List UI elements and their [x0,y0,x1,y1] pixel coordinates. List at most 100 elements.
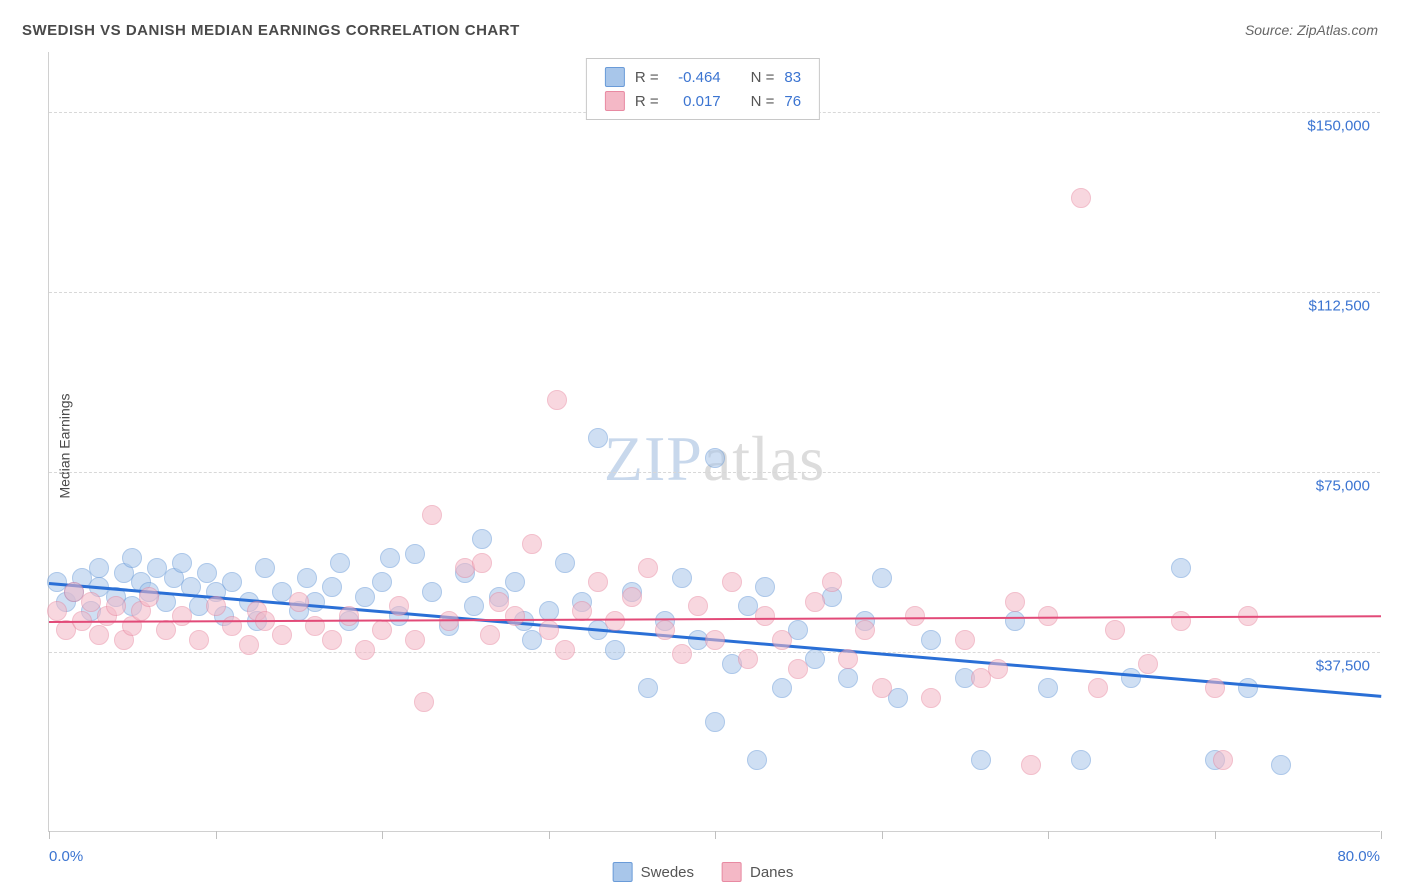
legend-swatch [605,67,625,87]
chart-title: SWEDISH VS DANISH MEDIAN EARNINGS CORREL… [22,22,520,39]
legend-label: Danes [750,864,793,881]
data-point [838,668,858,688]
data-point [672,568,692,588]
data-point [605,640,625,660]
y-tick-label: $112,500 [1309,298,1370,315]
data-point [855,620,875,640]
data-point [547,390,567,410]
data-point [955,630,975,650]
data-point [47,601,67,621]
data-point [522,534,542,554]
stat-legend-row: R = 0.017 N = 76 [605,89,801,113]
data-point [838,649,858,669]
data-point [472,529,492,549]
stat-legend-row: R = -0.464 N = 83 [605,65,801,89]
data-point [380,548,400,568]
data-point [172,606,192,626]
data-point [389,596,409,616]
r-value: 0.017 [669,93,721,110]
n-value: 83 [784,69,801,86]
data-point [672,644,692,664]
data-point [106,596,126,616]
data-point [189,630,209,650]
data-point [1071,750,1091,770]
x-tick [882,831,883,839]
data-point [122,548,142,568]
data-point [1271,755,1291,775]
x-min-label: 0.0% [49,848,83,865]
data-point [988,659,1008,679]
data-point [921,688,941,708]
x-tick [1215,831,1216,839]
source-credit: Source: ZipAtlas.com [1245,22,1378,38]
data-point [355,640,375,660]
data-point [738,649,758,669]
data-point [81,592,101,612]
data-point [330,553,350,573]
data-point [638,678,658,698]
data-point [472,553,492,573]
gridline [49,472,1380,473]
data-point [1213,750,1233,770]
data-point [222,572,242,592]
data-point [588,572,608,592]
r-label: R = [635,93,659,110]
data-point [414,692,434,712]
y-tick-label: $150,000 [1307,118,1370,135]
data-point [355,587,375,607]
data-point [688,596,708,616]
data-point [772,678,792,698]
data-point [297,568,317,588]
data-point [1038,678,1058,698]
data-point [722,572,742,592]
data-point [322,577,342,597]
data-point [89,625,109,645]
data-point [272,625,292,645]
legend-swatch [722,862,742,882]
y-tick-label: $37,500 [1316,658,1370,675]
data-point [505,572,525,592]
data-point [197,563,217,583]
data-point [747,750,767,770]
r-label: R = [635,69,659,86]
data-point [372,572,392,592]
legend-swatch [605,91,625,111]
data-point [156,620,176,640]
n-label: N = [751,69,775,86]
legend-item: Danes [722,862,793,882]
data-point [322,630,342,650]
legend-label: Swedes [641,864,694,881]
data-point [805,592,825,612]
n-label: N = [751,93,775,110]
data-point [1105,620,1125,640]
data-point [206,596,226,616]
data-point [555,553,575,573]
data-point [339,606,359,626]
data-point [1238,678,1258,698]
x-tick [1048,831,1049,839]
data-point [971,750,991,770]
data-point [555,640,575,660]
data-point [222,616,242,636]
bottom-legend: Swedes Danes [613,862,794,882]
data-point [1005,611,1025,631]
r-value: -0.464 [669,69,721,86]
data-point [239,635,259,655]
y-tick-label: $75,000 [1316,478,1370,495]
x-tick [382,831,383,839]
n-value: 76 [784,93,801,110]
x-tick [1381,831,1382,839]
data-point [872,568,892,588]
data-point [1171,611,1191,631]
data-point [480,625,500,645]
x-tick [49,831,50,839]
data-point [705,712,725,732]
data-point [89,558,109,578]
data-point [1088,678,1108,698]
data-point [1171,558,1191,578]
data-point [705,448,725,468]
stat-legend: R = -0.464 N = 83 R = 0.017 N = 76 [586,58,820,120]
x-tick [216,831,217,839]
data-point [655,620,675,640]
data-point [1005,592,1025,612]
